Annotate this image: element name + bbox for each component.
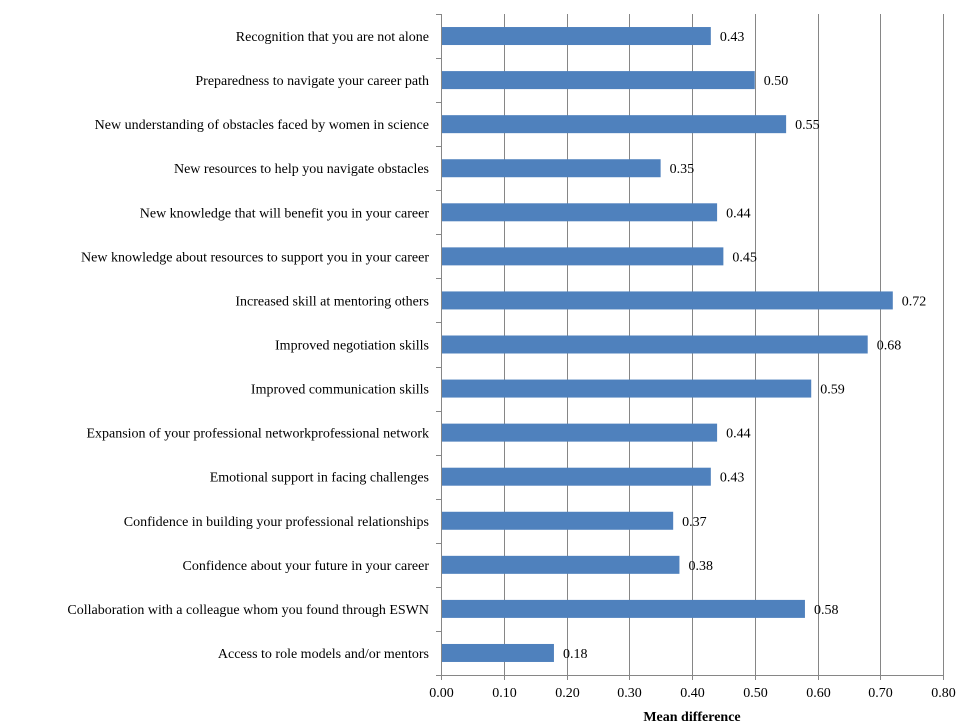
x-tick-label: 0.70 (868, 686, 893, 701)
bar (442, 511, 674, 530)
x-tick-label: 0.10 (492, 686, 517, 701)
bar (442, 27, 711, 46)
x-tick-label: 0.60 (806, 686, 831, 701)
x-tick-label: 0.20 (555, 686, 580, 701)
bar (442, 159, 661, 178)
category-label: New knowledge that will benefit you in y… (140, 206, 430, 221)
category-label: Improved communication skills (251, 383, 429, 398)
bar-data-label: 0.18 (563, 647, 588, 662)
bar (442, 291, 893, 310)
x-tick-label: 0.50 (743, 686, 768, 701)
bar-data-label: 0.72 (902, 294, 927, 309)
category-labels: Recognition that you are not alone Prepar… (67, 30, 429, 662)
bar-data-label: 0.38 (688, 559, 713, 574)
bars (442, 27, 893, 662)
bar-data-label: 0.44 (726, 427, 751, 442)
category-label: Collaboration with a colleague whom you … (67, 603, 429, 618)
bar (442, 115, 787, 134)
category-label: Preparedness to navigate your career pat… (195, 74, 429, 89)
bar-data-label: 0.59 (820, 383, 845, 398)
bar (442, 555, 680, 574)
category-label: Confidence about your future in your car… (183, 559, 430, 574)
bar-data-label: 0.50 (764, 74, 789, 89)
category-label: Improved negotiation skills (275, 339, 429, 354)
category-label: New knowledge about resources to support… (81, 250, 429, 265)
x-tick-label: 0.40 (680, 686, 705, 701)
bar-data-label: 0.44 (726, 206, 751, 221)
bar-data-label: 0.55 (795, 118, 820, 133)
category-label: New understanding of obstacles faced by … (95, 118, 429, 133)
x-tick-labels: 0.00 0.10 0.20 0.30 0.40 0.50 0.60 0.70 0.80 (429, 686, 956, 701)
category-label: New resources to help you navigate obsta… (174, 162, 429, 177)
bar-data-label: 0.37 (682, 515, 707, 530)
bar (442, 467, 711, 486)
category-label: Recognition that you are not alone (236, 30, 429, 45)
bar (442, 599, 805, 618)
category-label: Access to role models and/or mentors (218, 647, 429, 662)
category-label: Increased skill at mentoring others (235, 294, 429, 309)
bar-data-label: 0.45 (732, 250, 757, 265)
bar (442, 379, 812, 398)
axes (436, 14, 944, 680)
bar-data-label: 0.43 (720, 30, 745, 45)
bar-data-label: 0.58 (814, 603, 839, 618)
x-tick-label: 0.30 (617, 686, 642, 701)
category-label: Emotional support in facing challenges (210, 471, 429, 486)
bar (442, 643, 554, 662)
x-tick-label: 0.00 (429, 686, 454, 701)
bar-data-label: 0.68 (877, 339, 902, 354)
bar (442, 203, 718, 222)
bar (442, 423, 718, 442)
bar (442, 71, 755, 90)
data-labels: 0.43 0.50 0.55 0.35 0.44 0.45 0.72 0.68 0.59 0.44… (563, 30, 926, 662)
bar (442, 335, 868, 354)
x-axis-title: Mean difference (643, 710, 740, 724)
category-label: Confidence in building your professional… (124, 515, 429, 530)
bar-data-label: 0.43 (720, 471, 745, 486)
bar-data-label: 0.35 (670, 162, 695, 177)
x-tick-label: 0.80 (931, 686, 956, 701)
bar (442, 247, 724, 266)
category-label: Expansion of your professional networkpr… (86, 427, 429, 442)
